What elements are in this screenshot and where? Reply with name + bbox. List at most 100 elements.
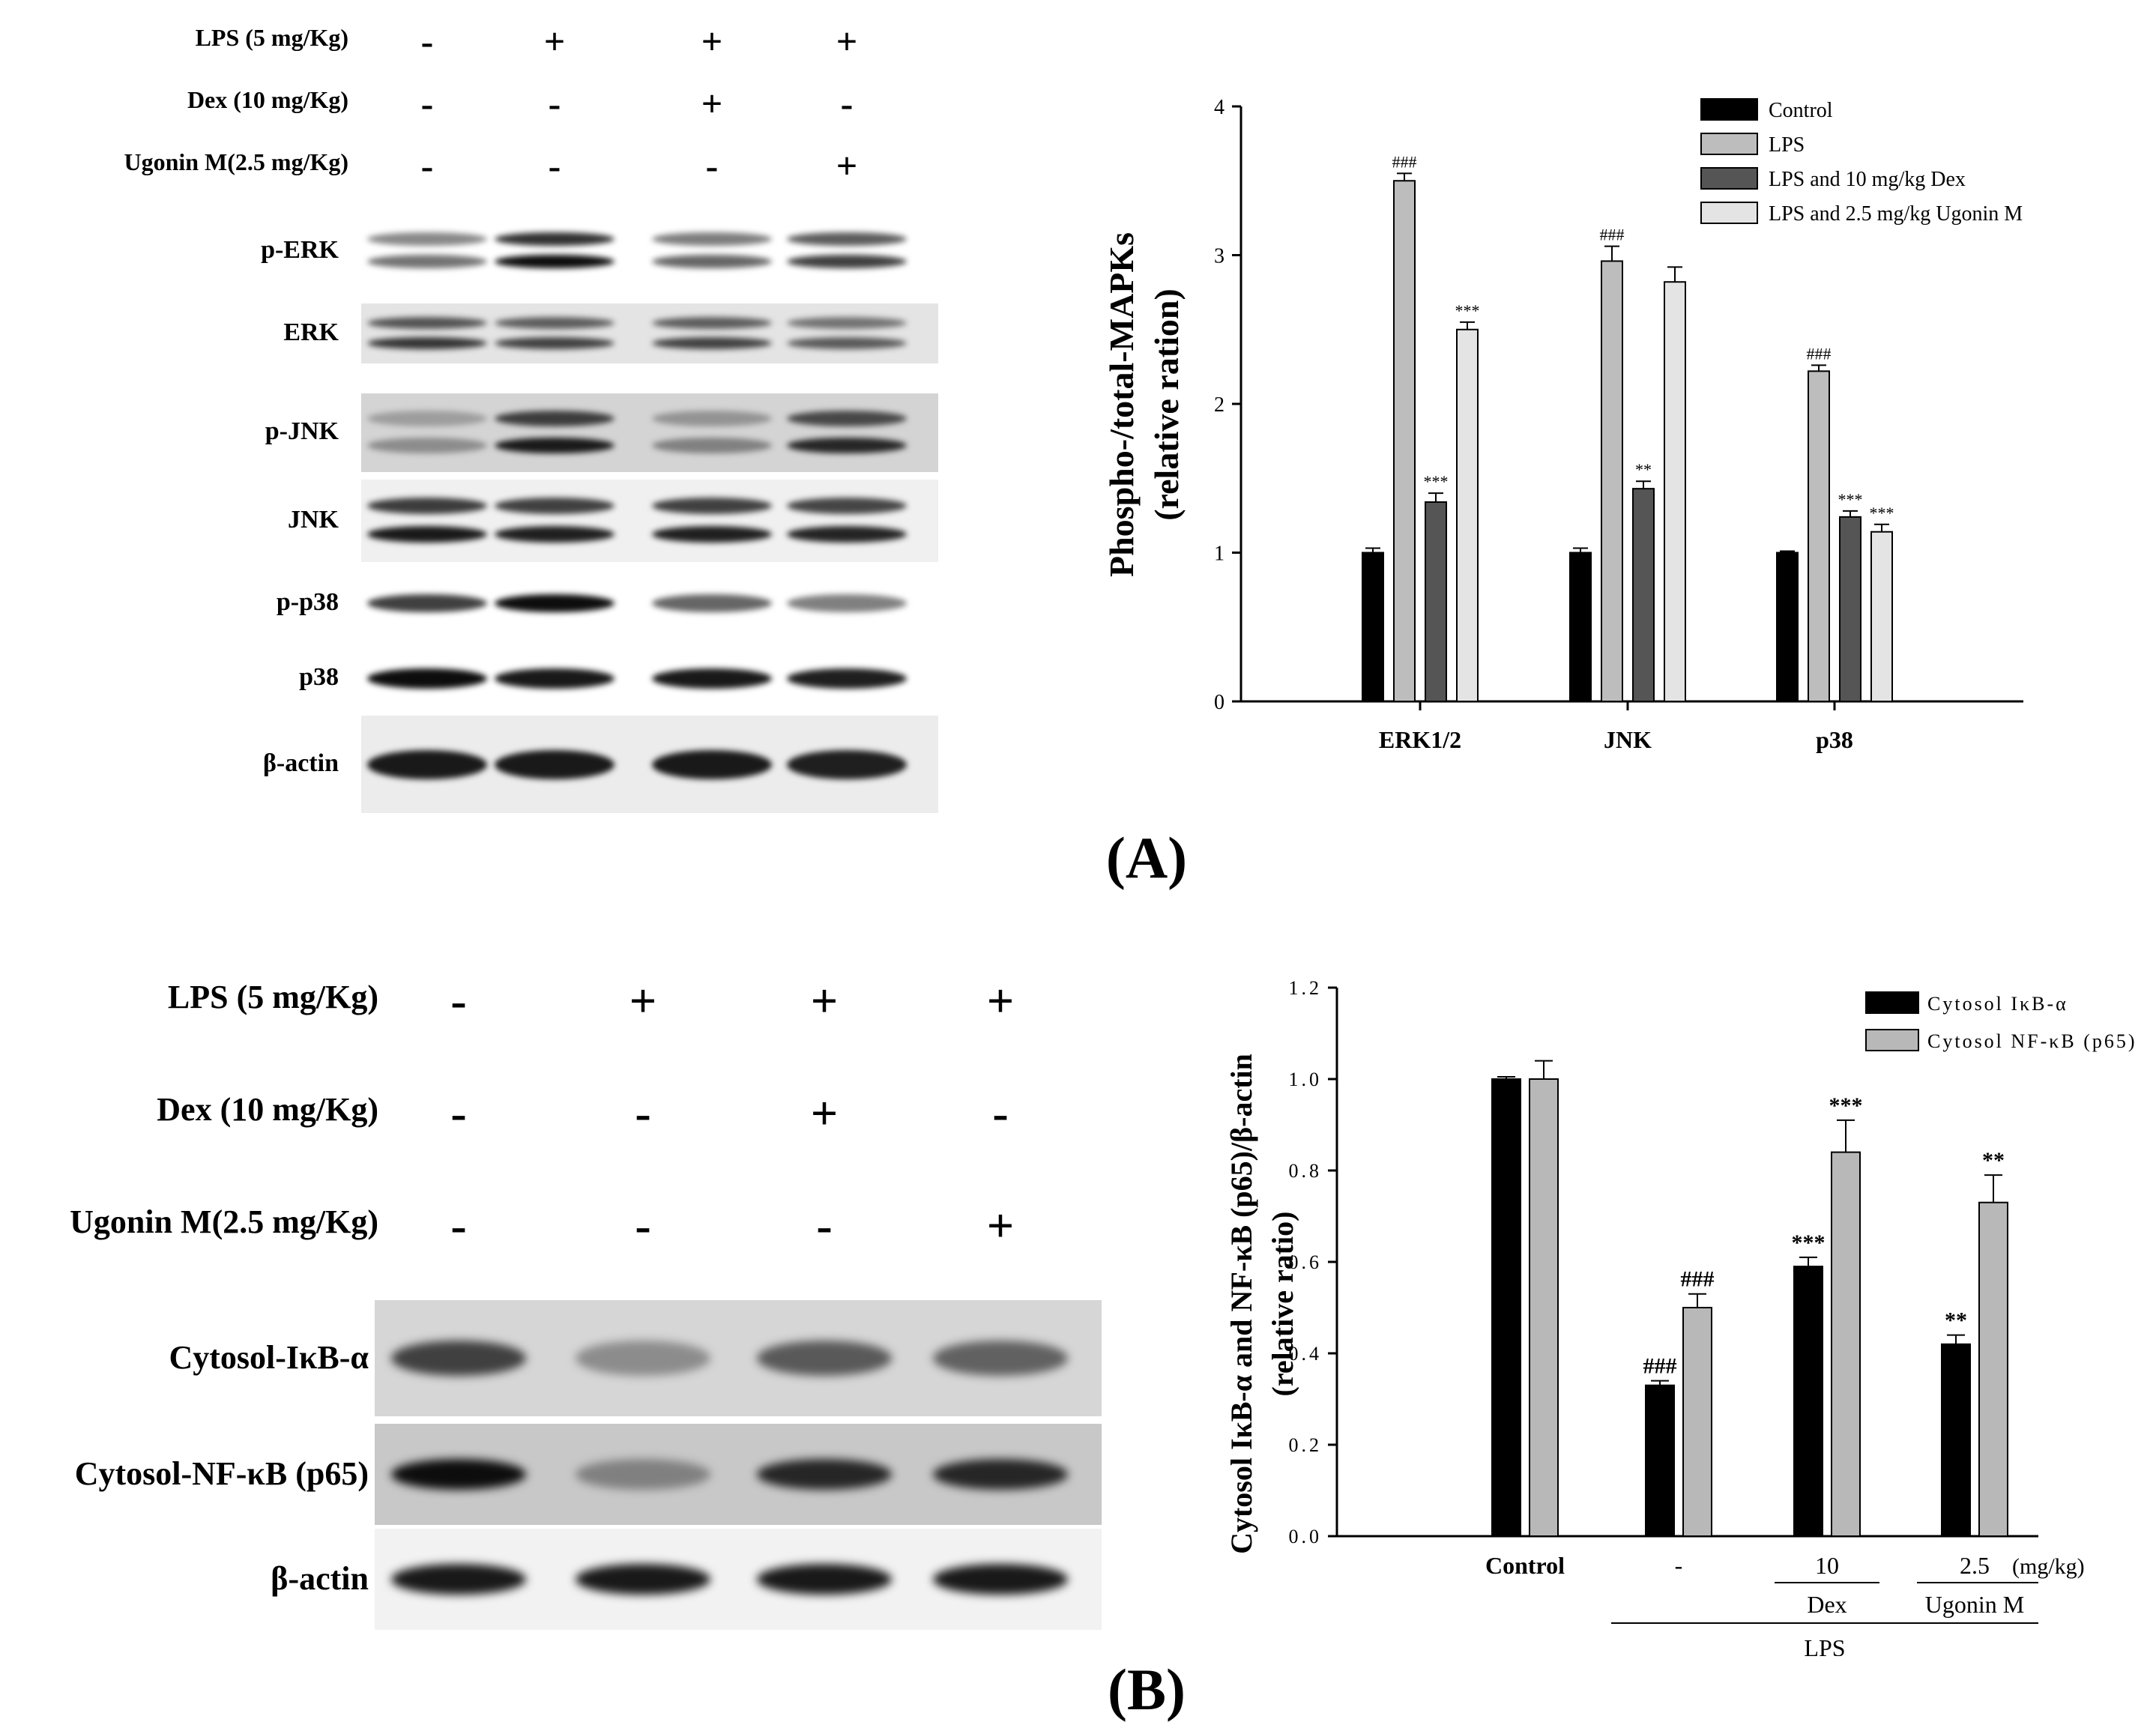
bar	[1808, 370, 1830, 702]
bar	[1601, 260, 1623, 702]
y-tick-label: 1	[1214, 543, 1225, 566]
significance-label: ***	[1792, 1230, 1826, 1255]
legend-swatch	[1700, 202, 1758, 224]
blot-label: Cytosol-NF-κB (p65)	[74, 1455, 369, 1493]
blot-band	[652, 437, 772, 453]
legend-label: LPS	[1769, 133, 1805, 157]
bar	[1941, 1343, 1971, 1537]
x-tick-label: 2.5	[1960, 1552, 1990, 1579]
blot-image	[375, 1300, 1102, 1416]
condition-label: LPS (5 mg/Kg)	[167, 979, 378, 1015]
condition-label: Ugonin M(2.5 mg/Kg)	[70, 1203, 378, 1240]
blot-band	[367, 594, 487, 612]
y-tick-label: 0.4	[1289, 1343, 1323, 1365]
condition-sign: +	[986, 1199, 1015, 1252]
x-unit-label: (mg/kg)	[2012, 1554, 2085, 1579]
chart-a-bars: #########**************	[1362, 152, 1894, 703]
blot-label: Cytosol-IκB-α	[169, 1339, 369, 1377]
bar	[1362, 552, 1384, 702]
bar	[1978, 1201, 2008, 1537]
condition-sign: +	[836, 145, 858, 187]
significance-label: ***	[1829, 1093, 1863, 1118]
y-tick-label: 1.2	[1289, 977, 1323, 999]
bar	[1831, 1151, 1861, 1538]
blot-label: p-ERK	[261, 235, 339, 264]
condition-sign: -	[705, 145, 719, 187]
blot-band	[757, 1564, 892, 1595]
blot-band	[495, 316, 615, 329]
blot-band	[933, 1341, 1068, 1376]
blot-band	[391, 1341, 526, 1376]
blot-image	[375, 1424, 1102, 1525]
blot-band	[576, 1341, 710, 1376]
y-tick-label: 1.0	[1289, 1069, 1323, 1090]
blot-band	[652, 316, 772, 329]
x-tick-label: JNK	[1604, 726, 1652, 753]
chart-a-legend: Control LPS LPS and 10 mg/kg Dex LPS and 2.…	[1700, 98, 2023, 226]
condition-sign: -	[420, 20, 434, 62]
blot-label: β-actin	[262, 749, 339, 777]
condition-sign: -	[635, 1199, 651, 1252]
blot-band	[576, 1564, 710, 1595]
blot-band	[367, 525, 487, 543]
blot-band	[652, 498, 772, 515]
condition-sign: -	[450, 974, 467, 1027]
blot-band	[367, 336, 487, 349]
blot-band	[367, 255, 487, 269]
blot-band	[495, 594, 615, 612]
condition-sign: -	[420, 82, 434, 124]
condition-sign: +	[810, 974, 839, 1027]
chart-b-legend: Cytosol IκB-α Cytosol NF-κB (p65)	[1865, 991, 2135, 1052]
x-tick-label: ERK1/2	[1379, 726, 1461, 753]
legend-swatch	[1700, 167, 1758, 190]
blot-band	[367, 668, 487, 689]
bar	[1870, 531, 1893, 703]
condition-label: Dex (10 mg/Kg)	[157, 1091, 378, 1128]
blot-band	[787, 411, 907, 427]
blot-band	[495, 255, 615, 269]
blot-band	[787, 255, 907, 269]
blot-band	[495, 336, 615, 349]
legend-swatch	[1700, 133, 1758, 155]
y-tick-label: 3	[1214, 245, 1225, 268]
condition-sign: +	[836, 20, 858, 62]
blot-band	[933, 1459, 1068, 1490]
blot-band	[367, 316, 487, 329]
significance-label: ###	[1807, 344, 1832, 363]
significance-label: **	[1945, 1308, 1967, 1333]
significance-label: ###	[1643, 1354, 1677, 1379]
condition-sign: -	[548, 82, 561, 124]
y-tick-label: 0.8	[1289, 1160, 1323, 1182]
significance-label: ###	[1681, 1267, 1715, 1292]
blot-image	[361, 303, 938, 363]
blot-band	[652, 594, 772, 612]
blot-band	[367, 232, 487, 246]
legend-swatch	[1865, 991, 1919, 1014]
blot-band	[787, 316, 907, 329]
blot-band	[495, 498, 615, 515]
y-tick-label: 4	[1214, 96, 1225, 119]
chart-b-nfkb: 0.0 0.2 0.4 0.6 0.8 1.0 1.2 Control - 10 2.5 (mg/kg…	[1225, 977, 2135, 1656]
bar	[1839, 516, 1861, 702]
blot-band	[787, 594, 907, 612]
condition-sign: -	[840, 82, 854, 124]
panel-a-letter: (A)	[1105, 825, 1188, 890]
x-tick-label: 10	[1815, 1552, 1839, 1579]
blot-band	[652, 255, 772, 269]
bar	[1491, 1078, 1521, 1537]
condition-sign: +	[986, 974, 1015, 1027]
blot-band	[787, 668, 907, 689]
blot-label: p-JNK	[265, 417, 339, 446]
blot-band	[367, 498, 487, 515]
bar	[1793, 1266, 1823, 1537]
blot-band	[787, 498, 907, 515]
condition-sign: +	[701, 82, 723, 124]
blot-band	[757, 1341, 892, 1376]
condition-label: Ugonin M(2.5 mg/Kg)	[124, 148, 348, 175]
chart-b-ylabel: Cytosol IκB-α and NF-κB (p65)/β-actin	[1225, 1054, 1258, 1554]
legend-swatch	[1700, 98, 1758, 121]
blot-band	[757, 1459, 892, 1490]
bar	[1645, 1384, 1675, 1538]
blot-band	[652, 411, 772, 427]
